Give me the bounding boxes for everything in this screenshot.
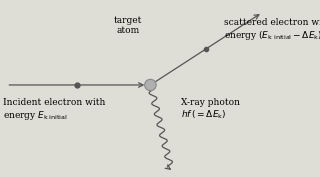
Text: X-ray photon
$hf\,(= \Delta E_{\rm k})$: X-ray photon $hf\,(= \Delta E_{\rm k})$	[181, 98, 240, 121]
Text: scattered electron with
energy $(E_{\rm k\ initial} - \Delta E_{\rm k})$: scattered electron with energy $(E_{\rm …	[224, 18, 320, 41]
Text: target
atom: target atom	[114, 16, 142, 35]
Text: Incident electron with
energy $E_{\rm k\ initial}$: Incident electron with energy $E_{\rm k\…	[3, 98, 106, 122]
Ellipse shape	[145, 79, 156, 91]
